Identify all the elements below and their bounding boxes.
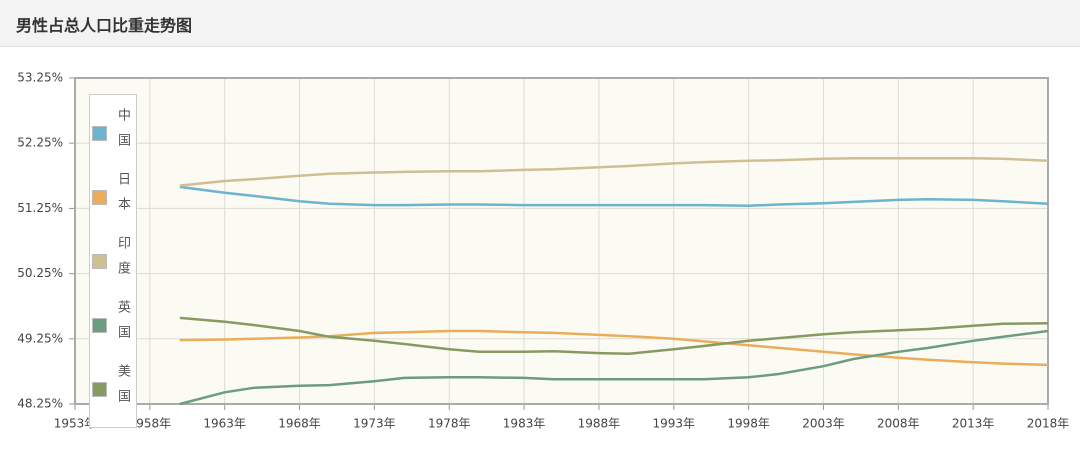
series-line — [179, 316, 1049, 356]
x-tick-label: 2003年 — [802, 417, 845, 431]
legend-item[interactable]: 美国 — [90, 357, 136, 421]
x-tick-label: 1983年 — [503, 417, 546, 431]
x-tick-label: 1973年 — [353, 417, 396, 431]
x-tick-label: 1988年 — [578, 417, 621, 431]
y-tick-label: 48.25% — [17, 397, 63, 411]
legend-item[interactable]: 日本 — [90, 165, 136, 229]
plot-border — [74, 77, 1049, 405]
x-tick-label: 1958年 — [129, 417, 172, 431]
legend-label: 印度 — [115, 236, 130, 286]
x-tick-label: 2018年 — [1027, 417, 1070, 431]
x-tick-label: 1953年 — [54, 417, 97, 431]
y-tick-label: 52.25% — [17, 136, 63, 150]
legend-label: 英国 — [115, 300, 130, 350]
legend-swatch — [92, 125, 107, 141]
legend-swatch — [92, 253, 107, 269]
y-tick-label: 50.25% — [17, 266, 63, 280]
legend: 中国日本印度英国美国 — [89, 94, 137, 428]
legend-swatch — [92, 381, 107, 397]
legend-item[interactable]: 中国 — [90, 101, 136, 165]
x-tick-label: 1998年 — [727, 417, 770, 431]
y-tick-label: 53.25% — [17, 71, 63, 85]
x-tick-label: 2008年 — [877, 417, 920, 431]
series-line — [179, 156, 1049, 187]
x-tick-label: 2013年 — [952, 417, 995, 431]
x-tick-label: 1963年 — [203, 417, 246, 431]
x-tick-label: 1978年 — [428, 417, 471, 431]
legend-swatch — [92, 317, 107, 333]
legend-item[interactable]: 英国 — [90, 293, 136, 357]
header: 男性占总人口比重走势图 — [0, 0, 1080, 47]
legend-label: 日本 — [115, 172, 130, 222]
legend-label: 美国 — [115, 364, 130, 414]
series-line — [179, 329, 1049, 406]
chart-title: 男性占总人口比重走势图 — [16, 16, 193, 35]
legend-label: 中国 — [115, 108, 130, 158]
y-tick-label: 51.25% — [17, 201, 63, 215]
y-tick-label: 49.25% — [17, 331, 63, 345]
series-line — [179, 185, 1049, 208]
plot-area — [75, 78, 1048, 404]
x-tick-label: 1968年 — [278, 417, 321, 431]
x-tick-label: 1993年 — [652, 417, 695, 431]
legend-swatch — [92, 189, 107, 205]
legend-item[interactable]: 印度 — [90, 229, 136, 293]
